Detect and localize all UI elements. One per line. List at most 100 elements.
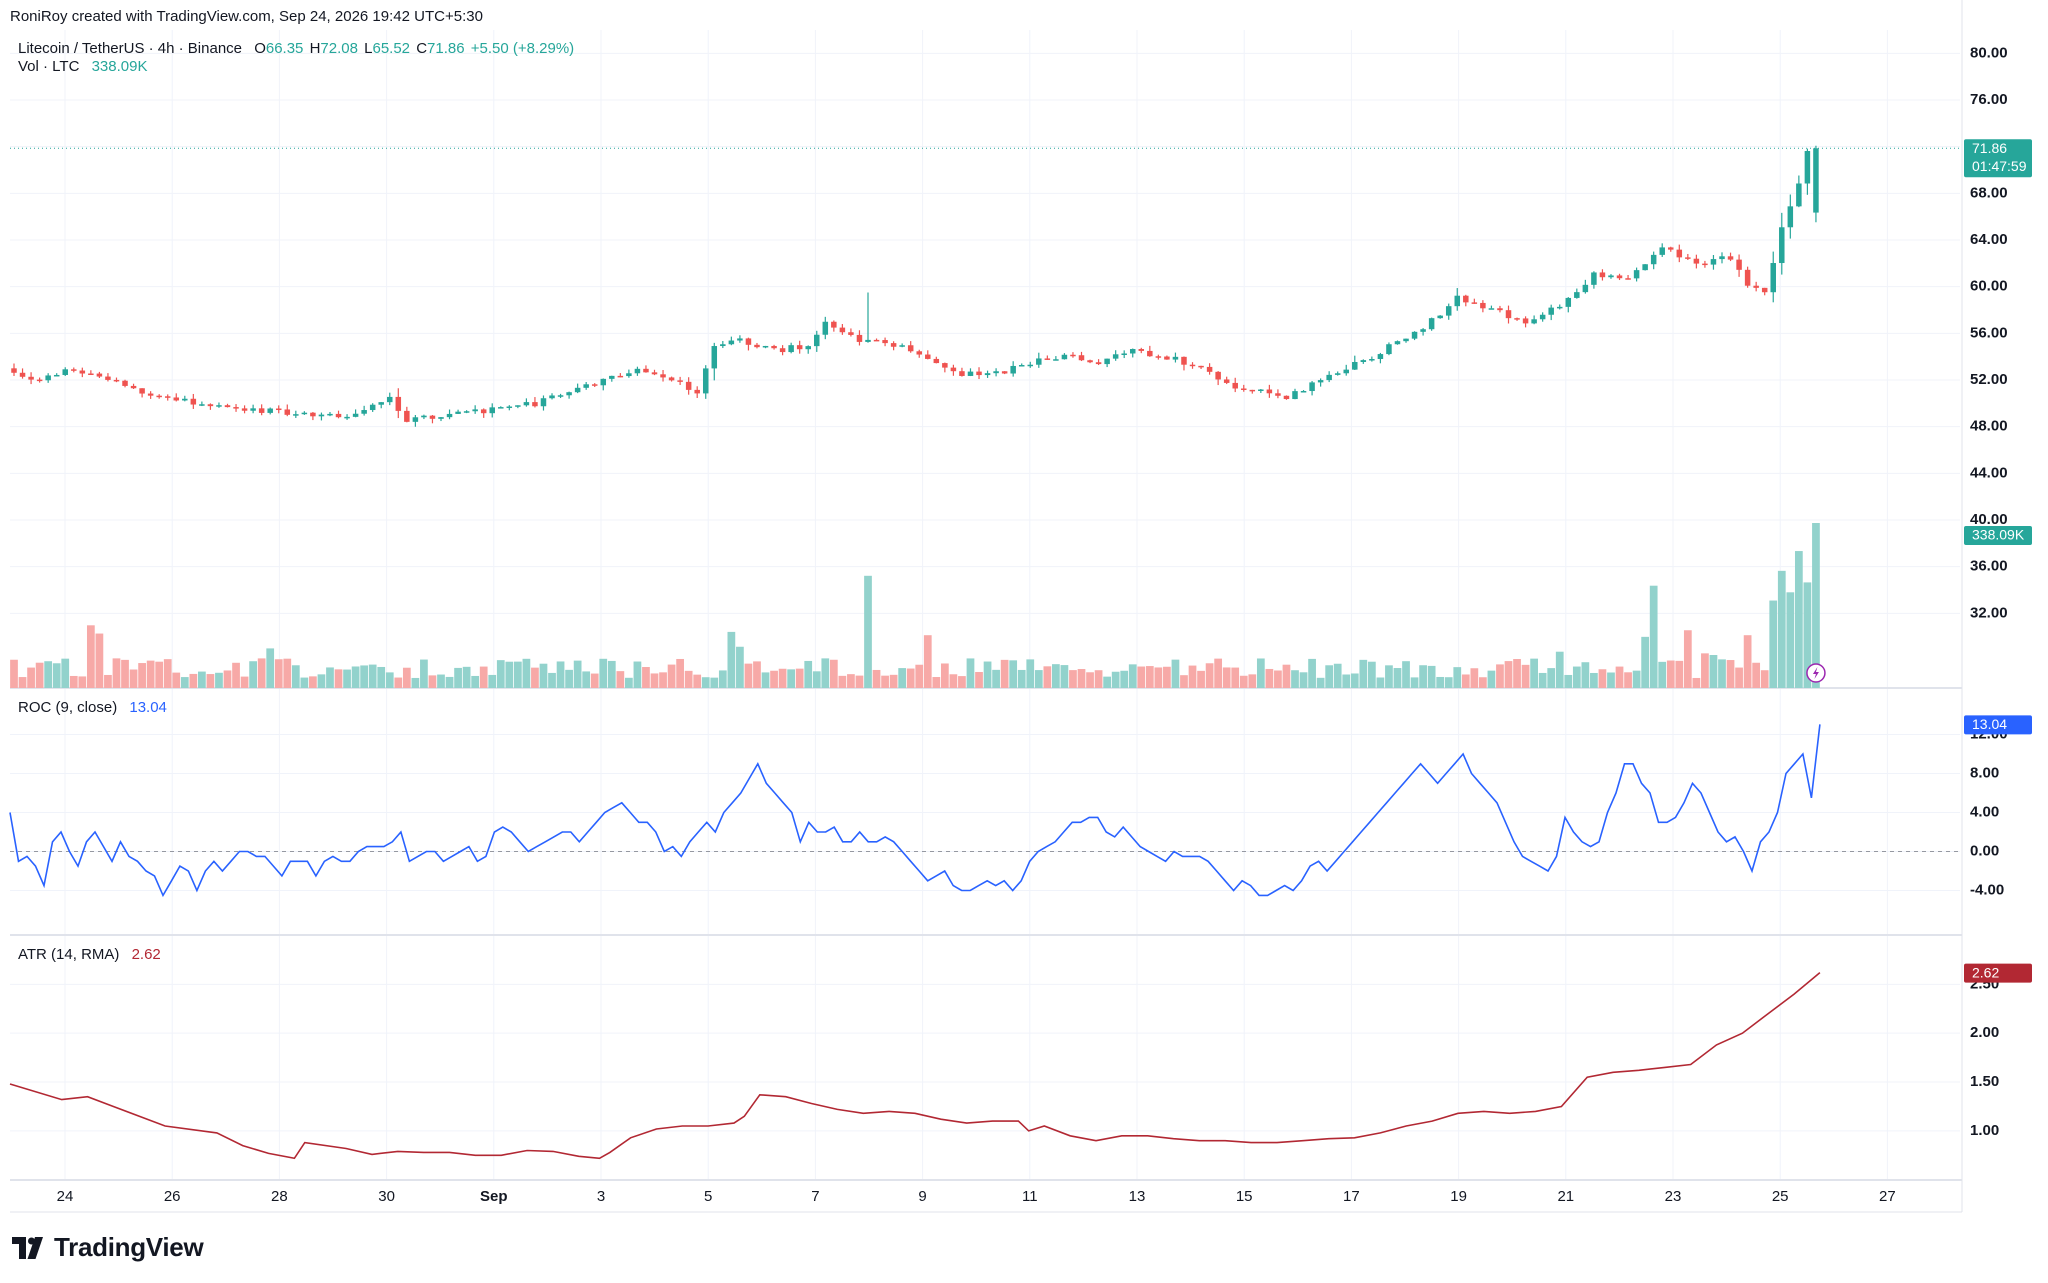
candle-body — [1480, 302, 1486, 309]
candle — [1556, 304, 1563, 310]
candle-body — [489, 407, 495, 414]
candle — [11, 363, 17, 377]
candle-body — [1223, 379, 1230, 383]
volume-bar — [198, 671, 206, 688]
candle-body — [267, 408, 273, 413]
candle-body — [1377, 354, 1384, 360]
candle — [199, 401, 205, 407]
candle-body — [480, 409, 487, 414]
candle-body — [455, 411, 461, 414]
candle-body — [1676, 249, 1683, 258]
volume-bar — [1154, 667, 1163, 688]
candle — [651, 369, 658, 376]
candle — [156, 394, 162, 399]
candle — [1761, 287, 1768, 296]
tradingview-brand[interactable]: TradingView — [12, 1232, 204, 1263]
volume-bar — [1419, 665, 1427, 688]
candle — [318, 412, 325, 421]
candle — [1488, 305, 1495, 310]
candle-body — [771, 345, 777, 349]
candle — [583, 382, 589, 390]
candle-body — [1181, 356, 1187, 365]
volume-bar — [283, 658, 292, 688]
volume-bar — [1624, 672, 1632, 688]
roc-badge-bg — [1964, 715, 2032, 735]
candle-body — [617, 375, 624, 378]
volume-bar — [1120, 670, 1129, 688]
volume-bars — [10, 523, 1826, 688]
candle — [1369, 356, 1375, 362]
candle-body — [1121, 353, 1127, 355]
tradingview-logo-icon — [12, 1236, 43, 1259]
time-tick-label: 3 — [597, 1188, 605, 1205]
candle — [216, 402, 222, 408]
volume-bar — [1060, 665, 1069, 688]
candle-body — [814, 334, 820, 347]
candle — [421, 414, 427, 420]
candle-body — [831, 321, 837, 328]
volume-bar — [727, 631, 736, 688]
volume-bar — [1675, 660, 1684, 688]
volume-bar — [488, 674, 497, 688]
candle — [506, 405, 513, 411]
candle — [796, 340, 803, 354]
volume-bar — [1069, 670, 1077, 688]
candle-body — [182, 398, 188, 401]
candle — [737, 335, 743, 343]
candle-body — [1659, 247, 1665, 255]
volume-bar — [770, 670, 778, 688]
candle — [1241, 384, 1247, 392]
candle-body — [1616, 275, 1623, 279]
volume-bar — [906, 668, 915, 688]
last-price-badge-text: 01:47:59 — [1972, 158, 2027, 174]
candle-body — [694, 389, 700, 394]
candle-body — [327, 413, 333, 416]
price-tick-label: 80.00 — [1970, 44, 2008, 61]
volume-bar — [1103, 676, 1111, 688]
volume-bar — [1649, 585, 1658, 688]
volume-bar — [1496, 664, 1504, 688]
candle — [361, 405, 367, 416]
volume-bar — [368, 664, 377, 688]
candle — [899, 343, 905, 348]
grid-lines — [10, 30, 1960, 1180]
candle-body — [1070, 354, 1076, 357]
volume-bar — [1658, 661, 1667, 688]
candle-body — [105, 376, 111, 380]
candle-body — [1650, 254, 1657, 265]
candle — [1386, 342, 1392, 356]
volume-bar — [1188, 665, 1197, 688]
volume-bar — [223, 670, 232, 688]
candle — [1403, 338, 1409, 343]
candle — [1633, 267, 1640, 282]
volume-bar — [411, 677, 420, 688]
volume-bar — [1769, 600, 1778, 688]
candle — [1454, 288, 1461, 311]
volume-bar — [291, 665, 300, 688]
volume-bar — [958, 676, 966, 688]
candle — [1463, 294, 1469, 307]
candle — [626, 369, 632, 378]
roc-series — [9, 724, 1821, 898]
volume-bar — [1718, 659, 1726, 688]
candle — [1668, 246, 1674, 252]
candle-body — [361, 410, 367, 414]
candle — [293, 410, 299, 418]
candle-body — [1087, 360, 1093, 363]
candle — [1599, 269, 1606, 281]
volume-bar — [10, 659, 18, 688]
candle-body — [1727, 256, 1734, 260]
candle — [728, 336, 735, 346]
candle — [1018, 363, 1025, 367]
volume-bar — [821, 658, 830, 688]
candle-body — [1317, 380, 1324, 383]
candle-body — [1591, 272, 1597, 285]
candle — [258, 404, 265, 416]
volume-bar — [923, 635, 932, 688]
candle — [1232, 377, 1238, 393]
candle — [1505, 305, 1512, 324]
candle — [472, 405, 478, 414]
candle-body — [907, 345, 914, 352]
candle — [105, 373, 111, 382]
